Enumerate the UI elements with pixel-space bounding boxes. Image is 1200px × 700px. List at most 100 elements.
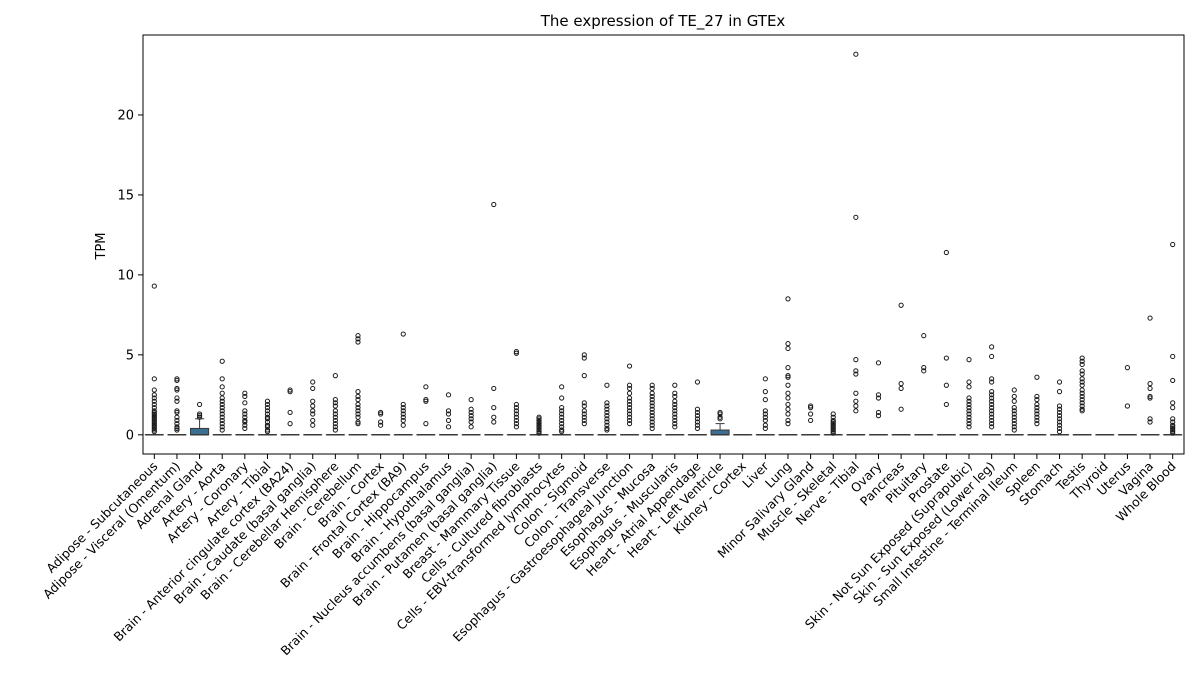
outlier-point	[672, 411, 678, 417]
outlier-point	[672, 408, 678, 414]
outlier-point	[378, 422, 384, 428]
outlier-point	[604, 427, 610, 433]
outlier-point	[264, 398, 271, 404]
x-tick-label: Adipose - Visceral (Omentum)	[40, 459, 183, 602]
outlier-point	[219, 358, 225, 364]
outlier-point	[1011, 411, 1017, 417]
outlier-point	[174, 385, 180, 392]
outlier-point	[785, 374, 791, 380]
y-tick-label: 0	[126, 428, 134, 443]
outlier-point	[943, 401, 949, 408]
outlier-point	[694, 419, 701, 425]
outlier-point	[1079, 393, 1085, 400]
outlier-point	[355, 333, 361, 339]
outlier-point	[649, 397, 655, 403]
outlier-point	[310, 408, 316, 414]
outlier-point	[287, 409, 293, 416]
outlier-point	[853, 390, 859, 396]
outlier-point	[626, 411, 633, 417]
outlier-point	[400, 401, 406, 408]
outlier-point	[830, 424, 836, 430]
outlier-point	[762, 425, 768, 432]
outlier-point	[853, 51, 859, 57]
outlier-point	[785, 296, 791, 302]
outlier-point	[151, 422, 157, 428]
outlier-point	[989, 424, 995, 430]
outlier-point	[672, 405, 678, 411]
outlier-point	[762, 408, 768, 414]
outlier-point	[1011, 398, 1017, 404]
outlier-point	[264, 429, 271, 435]
outlier-point	[581, 403, 587, 409]
outlier-point	[151, 401, 157, 408]
outlier-point	[943, 249, 949, 256]
outlier-point	[626, 421, 633, 427]
outlier-point	[242, 393, 248, 400]
outlier-point	[1170, 430, 1176, 436]
outlier-point	[1079, 397, 1085, 403]
outlier-point	[355, 401, 361, 408]
outlier-point	[626, 401, 633, 408]
outlier-point	[1147, 395, 1153, 401]
outlier-point	[649, 393, 655, 400]
outlier-point	[378, 411, 384, 417]
outlier-point	[672, 414, 678, 420]
outlier-point	[559, 414, 565, 420]
outlier-point	[989, 389, 995, 395]
outlier-point	[355, 421, 361, 427]
outlier-point	[400, 414, 406, 420]
outlier-point	[1011, 405, 1017, 411]
outlier-point	[1056, 403, 1063, 409]
outlier-point	[174, 395, 180, 401]
outlier-point	[151, 417, 157, 424]
outlier-point	[853, 357, 859, 363]
outlier-point	[694, 425, 701, 432]
outlier-point	[694, 379, 701, 385]
outlier-point	[1011, 408, 1017, 414]
outlier-point	[1011, 427, 1017, 433]
outlier-point	[649, 422, 655, 428]
outlier-point	[1056, 389, 1063, 395]
outlier-point	[1034, 374, 1040, 380]
outlier-point	[1079, 355, 1085, 361]
outlier-point	[1011, 387, 1017, 393]
outlier-point	[989, 408, 995, 414]
outlier-point	[921, 365, 927, 371]
outlier-point	[762, 417, 768, 424]
outlier-point	[604, 419, 610, 425]
outlier-point	[355, 393, 361, 400]
outlier-point	[151, 395, 157, 401]
outlier-point	[219, 405, 225, 411]
outlier-point	[604, 413, 610, 419]
outlier-point	[807, 411, 814, 417]
outlier-point	[581, 408, 587, 414]
outlier-point	[875, 360, 882, 366]
outlier-point	[445, 417, 452, 424]
outlier-point	[989, 411, 995, 417]
outlier-point	[785, 341, 791, 347]
outlier-point	[1170, 353, 1176, 360]
outlier-point	[966, 401, 972, 408]
outlier-point	[242, 422, 248, 428]
outlier-point	[966, 395, 972, 401]
outlier-point	[355, 411, 361, 417]
outlier-point	[400, 331, 406, 337]
outlier-point	[649, 400, 655, 406]
y-axis-label: TPM	[94, 233, 109, 261]
outlier-point	[1170, 425, 1176, 432]
outlier-point	[1056, 406, 1063, 412]
outlier-point	[649, 416, 655, 422]
outlier-point	[219, 376, 225, 382]
outlier-point	[966, 417, 972, 424]
outlier-point	[378, 419, 384, 425]
outlier-point	[332, 417, 338, 424]
outlier-point	[581, 400, 587, 406]
outlier-point	[310, 422, 316, 428]
outlier-point	[491, 201, 497, 208]
outlier-point	[1034, 393, 1040, 400]
outlier-point	[604, 406, 610, 412]
outlier-point	[242, 417, 248, 424]
outlier-point	[785, 395, 791, 401]
outlier-point	[966, 384, 972, 390]
outlier-point	[1170, 400, 1176, 406]
